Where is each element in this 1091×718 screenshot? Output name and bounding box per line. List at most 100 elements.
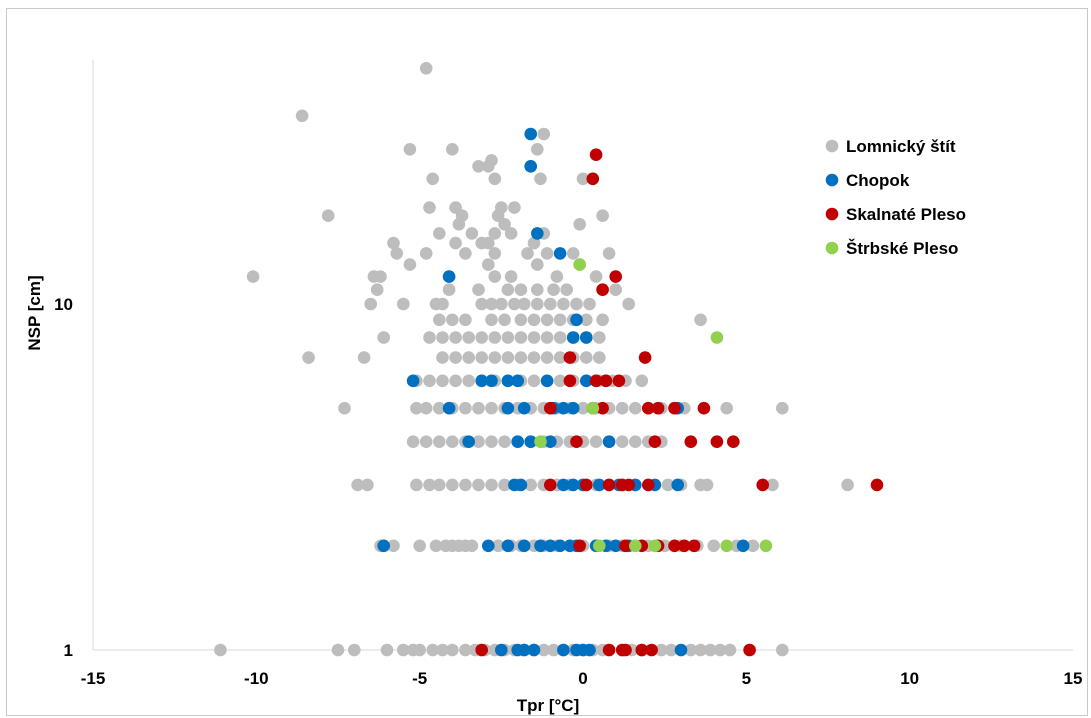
data-point — [534, 172, 547, 186]
data-point — [413, 643, 427, 657]
data-points — [214, 62, 884, 657]
data-point — [642, 401, 655, 415]
x-tick-label: 15 — [1064, 669, 1083, 688]
x-tick-label: 0 — [578, 669, 587, 688]
data-point — [723, 643, 737, 657]
series-group — [534, 258, 773, 553]
data-point — [495, 201, 508, 214]
data-point — [687, 539, 701, 553]
legend: Lomnický štít Chopok Skalnaté Pleso Štrbské… — [825, 137, 966, 258]
data-point — [566, 478, 580, 492]
data-point — [446, 643, 459, 657]
data-point — [596, 209, 609, 222]
data-point — [436, 331, 449, 344]
x-tick-labels: -15 -10 -5 0 5 10 15 — [81, 669, 1083, 688]
data-point — [537, 127, 551, 141]
data-point — [449, 331, 462, 344]
data-point — [524, 435, 537, 449]
data-point — [442, 283, 456, 297]
data-point — [390, 247, 404, 260]
data-point — [498, 313, 511, 327]
data-point — [612, 374, 626, 388]
data-point — [550, 270, 564, 283]
data-point — [599, 374, 613, 388]
data-point — [527, 643, 541, 657]
data-point — [514, 313, 528, 327]
data-point — [655, 643, 668, 657]
data-point — [517, 297, 531, 311]
data-point — [586, 172, 600, 186]
data-point — [403, 143, 417, 156]
data-point — [547, 643, 560, 657]
data-point — [756, 478, 769, 492]
y-axis-title: NSP [cm] — [25, 275, 44, 350]
data-point — [508, 201, 521, 214]
data-point — [410, 401, 423, 415]
series-group — [475, 148, 884, 657]
data-point — [602, 435, 616, 449]
data-point — [433, 478, 446, 492]
data-point — [465, 539, 479, 553]
data-point — [553, 331, 567, 344]
data-point — [743, 643, 756, 657]
data-point — [557, 643, 570, 657]
data-point — [540, 374, 554, 388]
data-point — [596, 313, 609, 327]
data-point — [419, 62, 433, 75]
data-point — [531, 258, 544, 271]
data-point — [544, 297, 557, 311]
x-axis-title: Tpr [°C] — [517, 696, 580, 715]
data-point — [472, 160, 485, 173]
data-point — [870, 478, 884, 492]
data-point — [776, 643, 789, 657]
data-point — [475, 643, 489, 657]
data-point — [527, 374, 541, 388]
data-point — [488, 351, 502, 364]
data-point — [406, 435, 420, 449]
data-point — [485, 374, 498, 388]
data-point — [446, 313, 459, 327]
data-point — [459, 313, 472, 327]
data-point — [459, 643, 472, 657]
series-group — [214, 62, 854, 657]
data-point — [553, 351, 567, 364]
x-tick-label: -5 — [412, 669, 427, 688]
data-point — [508, 297, 521, 311]
data-point — [580, 331, 593, 344]
data-point — [449, 351, 462, 364]
data-point — [563, 351, 577, 364]
data-point — [485, 297, 498, 311]
data-point — [485, 401, 498, 415]
data-point — [442, 401, 456, 415]
data-point — [746, 539, 760, 553]
data-point — [684, 643, 698, 657]
data-point — [586, 401, 600, 415]
data-point — [436, 297, 449, 311]
data-point — [589, 148, 603, 161]
data-point — [651, 401, 665, 415]
data-point — [589, 270, 603, 283]
data-point — [668, 539, 681, 553]
data-point — [524, 160, 537, 173]
data-point — [694, 643, 707, 657]
data-point — [727, 435, 740, 449]
data-point — [475, 351, 489, 364]
data-point — [553, 313, 567, 327]
data-point — [449, 201, 462, 214]
data-point — [517, 401, 531, 415]
data-point — [495, 297, 508, 311]
data-point — [619, 539, 632, 553]
data-point — [501, 283, 515, 297]
data-point — [710, 331, 724, 344]
data-point — [482, 236, 495, 250]
data-point — [410, 478, 423, 492]
data-point — [540, 313, 554, 327]
data-point — [419, 435, 433, 449]
data-point — [661, 478, 675, 492]
data-point — [596, 401, 609, 415]
data-point — [619, 643, 632, 657]
data-point — [720, 539, 733, 553]
data-point — [694, 313, 707, 327]
data-point — [501, 401, 515, 415]
